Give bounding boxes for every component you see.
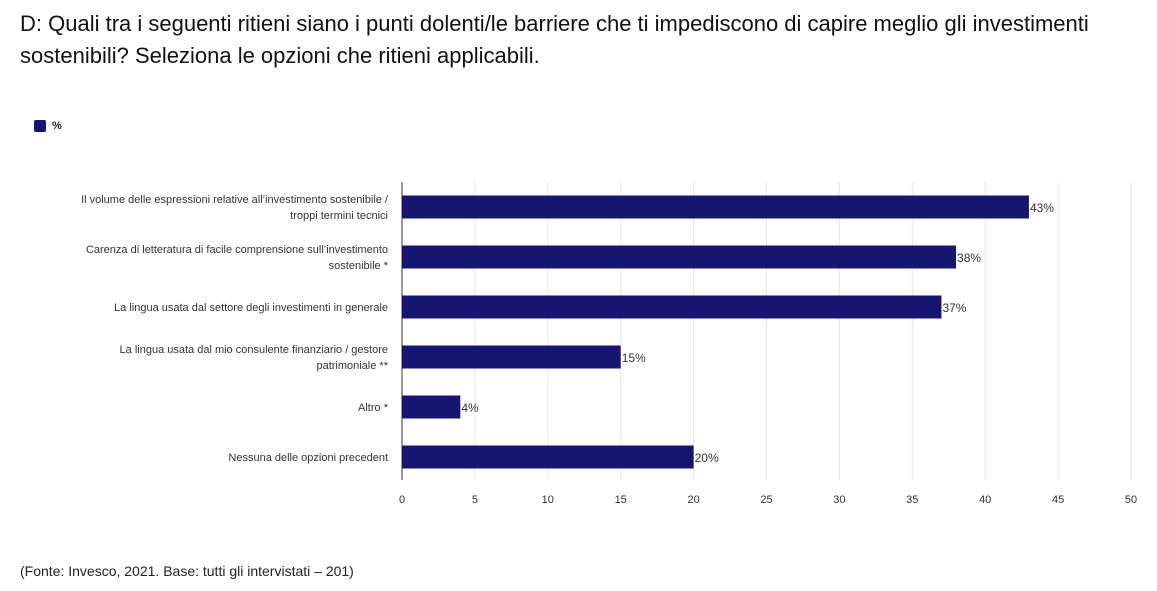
legend: % xyxy=(34,120,62,132)
x-tick-label: 20 xyxy=(687,494,699,506)
category-label: La lingua usata dal settore degli invest… xyxy=(114,302,388,314)
value-label: 4% xyxy=(461,401,479,415)
value-label: 43% xyxy=(1030,201,1054,215)
category-label: sostenibile * xyxy=(329,260,389,272)
x-tick-label: 30 xyxy=(833,494,845,506)
category-label: Carenza di letteratura di facile compren… xyxy=(86,244,388,256)
x-tick-label: 0 xyxy=(399,494,405,506)
category-label: Altro * xyxy=(358,402,389,414)
bar xyxy=(402,445,694,469)
legend-label: % xyxy=(52,120,62,132)
bar xyxy=(402,245,957,269)
category-label: troppi termini tecnici xyxy=(290,210,388,222)
value-label: 37% xyxy=(942,301,966,315)
x-tick-label: 40 xyxy=(979,494,991,506)
grid-lines xyxy=(401,182,1132,480)
x-tick-label: 5 xyxy=(472,494,478,506)
labels: 0 5 10 15 20 25 30 35 40 45 50 43% Il volume delle e… xyxy=(81,194,1137,506)
chart-title: D: Quali tra i seguenti ritieni siano i … xyxy=(20,11,1089,68)
category-label: Il volume delle espressioni relative all… xyxy=(81,194,389,206)
category-label: La lingua usata dal mio consulente finan… xyxy=(120,344,388,356)
x-tick-label: 15 xyxy=(615,494,627,506)
x-tick-label: 35 xyxy=(906,494,918,506)
value-label: 20% xyxy=(695,451,719,465)
x-tick-label: 10 xyxy=(542,494,554,506)
bars xyxy=(402,195,1029,469)
category-label: Nessuna delle opzioni precedent xyxy=(228,452,388,464)
bar xyxy=(402,345,621,369)
legend-swatch xyxy=(34,120,46,132)
bar xyxy=(402,195,1029,219)
x-tick-label: 25 xyxy=(760,494,772,506)
source-footnote: (Fonte: Invesco, 2021. Base: tutti gli i… xyxy=(20,563,354,579)
category-label: patrimoniale ** xyxy=(316,360,388,372)
value-label: 15% xyxy=(622,351,646,365)
bar xyxy=(402,395,461,419)
bar xyxy=(402,295,942,319)
value-label: 38% xyxy=(957,251,981,265)
x-tick-label: 45 xyxy=(1052,494,1064,506)
x-tick-label: 50 xyxy=(1125,494,1137,506)
